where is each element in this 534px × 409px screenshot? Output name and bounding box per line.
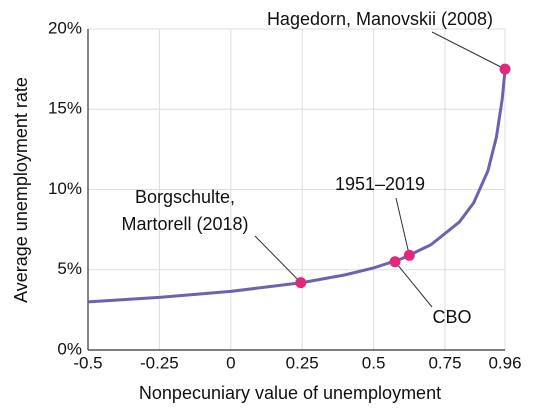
y-tick-label: 15% xyxy=(48,99,82,118)
leader-line xyxy=(394,261,433,308)
leader-line xyxy=(254,235,302,283)
y-tick-label: 10% xyxy=(48,179,82,198)
x-tick-label: 0.96 xyxy=(488,353,521,372)
x-tick-label: 0.5 xyxy=(362,353,386,372)
annotation: Hagedorn, Manovskii (2008) xyxy=(267,9,493,29)
annotation: 1951–2019 xyxy=(335,174,425,194)
line xyxy=(87,70,507,304)
x-tick-label: 0 xyxy=(226,353,235,372)
point xyxy=(389,256,401,268)
annotation: Martorell (2018) xyxy=(121,214,248,234)
annotation: Borgschulte, xyxy=(135,187,235,207)
point xyxy=(499,63,511,75)
point xyxy=(403,249,415,261)
x-tick-label: 0.25 xyxy=(286,353,319,372)
x-tick-label: -0.25 xyxy=(140,353,179,372)
x-tick-label: -0.5 xyxy=(73,353,102,372)
y-tick-label: 5% xyxy=(57,259,82,278)
y-tick-label: 0% xyxy=(57,339,82,358)
leader-line xyxy=(395,197,410,256)
x-tick-label: 0.75 xyxy=(428,353,461,372)
y-axis-label: Average unemployment rate xyxy=(11,77,31,303)
leader-line xyxy=(431,31,506,70)
point xyxy=(295,277,307,289)
y-tick-label: 20% xyxy=(48,18,82,37)
annotation: CBO xyxy=(432,307,471,327)
x-axis-label: Nonpecuniary value of unemployment xyxy=(139,383,441,403)
